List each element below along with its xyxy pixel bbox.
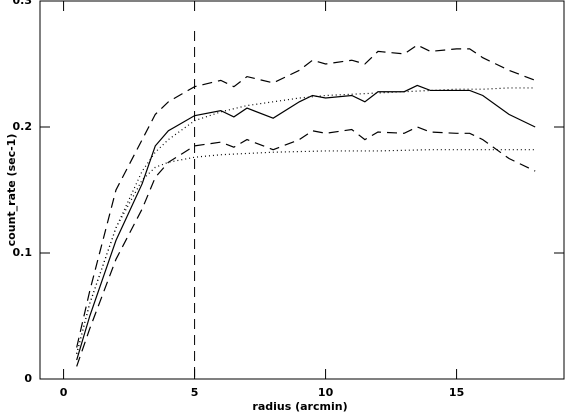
series-line bbox=[76, 149, 536, 354]
x-tick-label: 0 bbox=[60, 386, 68, 399]
y-tick-label: 0.2 bbox=[13, 120, 33, 133]
x-tick-label: 5 bbox=[191, 386, 199, 399]
y-tick-label: 0.3 bbox=[13, 0, 33, 7]
y-tick-label: 0.1 bbox=[13, 246, 33, 259]
y-axis-label: count_rate (sec-1) bbox=[5, 134, 18, 247]
series-line bbox=[76, 126, 536, 367]
x-tick-label: 10 bbox=[318, 386, 334, 399]
x-tick-label: 15 bbox=[449, 386, 464, 399]
series-line bbox=[76, 87, 536, 354]
plot-frame bbox=[39, 0, 565, 380]
series-line bbox=[76, 84, 536, 361]
y-tick-label: 0 bbox=[24, 372, 32, 385]
x-axis-label: radius (arcmin) bbox=[252, 400, 347, 413]
series-line bbox=[76, 44, 536, 348]
